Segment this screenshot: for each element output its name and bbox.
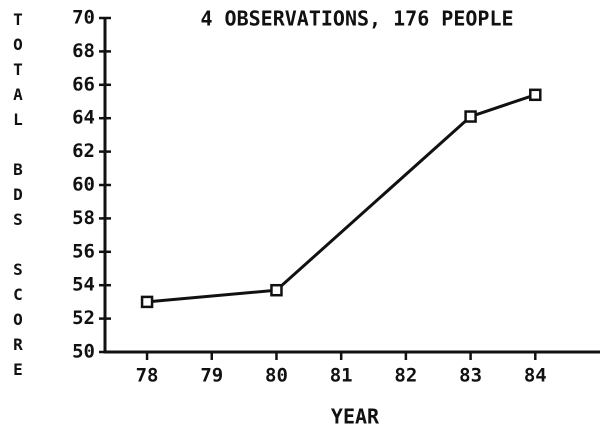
x-tick-label: 79 xyxy=(200,365,223,387)
y-tick-label: 70 xyxy=(72,7,95,29)
x-tick-label: 83 xyxy=(459,365,482,387)
x-tick-label: 82 xyxy=(394,365,417,387)
axes xyxy=(103,18,600,354)
data-point xyxy=(140,295,154,309)
data-line xyxy=(146,93,536,304)
y-tick-label: 58 xyxy=(72,207,95,229)
y-tick-label: 50 xyxy=(72,341,95,363)
y-tick-label: 60 xyxy=(72,174,95,196)
data-point xyxy=(464,110,477,123)
data-point xyxy=(270,283,283,297)
y-tick-label: 68 xyxy=(72,40,95,62)
x-tick-label: 80 xyxy=(265,365,288,387)
x-tick-label: 78 xyxy=(136,365,159,387)
y-tick-label: 56 xyxy=(72,240,95,262)
y-tick-label: 52 xyxy=(72,307,95,329)
x-axis-label: YEAR xyxy=(331,405,380,429)
y-tick-label: 64 xyxy=(72,107,95,129)
y-axis-label: TOTAL BDS SCORE xyxy=(9,10,28,385)
chart-title: 4 OBSERVATIONS, 176 PEOPLE xyxy=(200,7,513,31)
x-tick-label: 81 xyxy=(330,365,353,387)
y-tick-label: 62 xyxy=(72,140,95,162)
y-tick-label: 66 xyxy=(72,73,95,95)
y-tick-label: 54 xyxy=(72,274,95,296)
data-point xyxy=(529,88,542,102)
x-tick-label: 84 xyxy=(524,365,547,387)
